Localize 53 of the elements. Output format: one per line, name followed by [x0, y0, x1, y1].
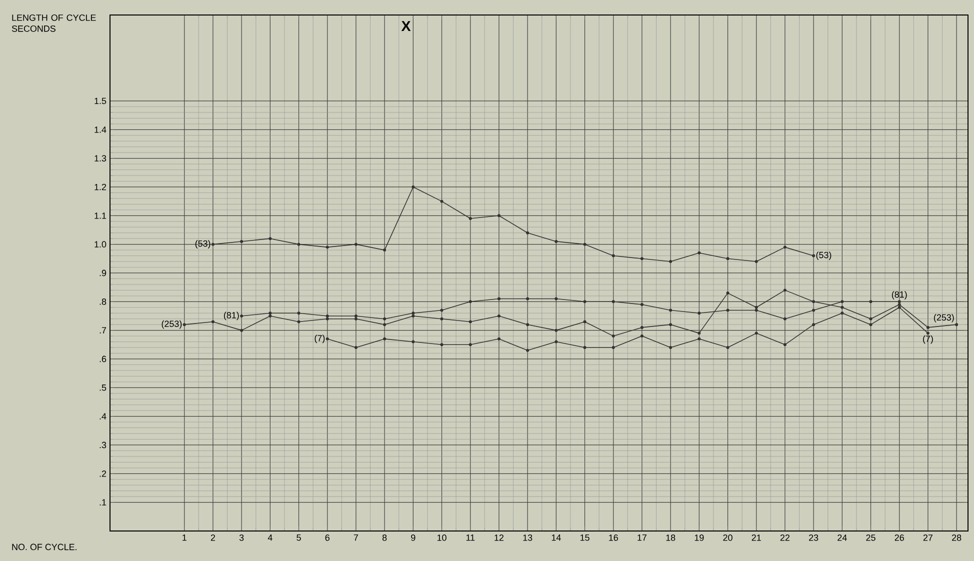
y-axis-title: LENGTH OF CYCLE SECONDS [12, 14, 96, 32]
text: (81) [892, 291, 907, 300]
x-tick-label: 20 [723, 534, 732, 541]
series-label: (81) [224, 312, 239, 320]
x-tick-label: 5 [296, 534, 301, 541]
y-tick-label: .1 [100, 499, 106, 506]
x-tick-label: 7 [354, 534, 358, 541]
y-tick-label: .3 [100, 442, 106, 448]
x-tick-label: 26 [894, 534, 904, 541]
x-tick-label: 24 [838, 534, 847, 541]
x-tick-label: 19 [694, 534, 704, 541]
x-tick-label: 9 [411, 534, 416, 541]
y-tick-label: 1.2 [94, 184, 106, 190]
y-tick-label: 1.5 [94, 98, 106, 104]
x-tick-label: 17 [638, 534, 646, 541]
x-tick-label: 21 [752, 534, 761, 541]
x-tick-label: 6 [325, 534, 330, 541]
y-tick-label: 1.0 [94, 241, 106, 248]
x-axis-title: NO. OF CYCLE. [12, 544, 76, 550]
series-label: (7) [314, 334, 325, 344]
series-label: (253) [162, 320, 182, 329]
text: (253) [934, 314, 954, 322]
y-tick-label: 1.3 [94, 155, 106, 162]
x-tick-label: 22 [780, 534, 790, 541]
x-tick-label: 8 [382, 534, 387, 541]
y-tick-label: .5 [100, 384, 106, 391]
x-tick-label: 15 [580, 534, 590, 541]
x-tick-label: 2 [210, 534, 216, 541]
x-tick-label: 10 [437, 534, 446, 541]
x-tick-label: 1 [182, 534, 186, 541]
y-tick-label: 1.4 [94, 126, 106, 133]
x-tick-label: 28 [952, 534, 962, 541]
x-tick-label: 23 [809, 534, 818, 541]
text: (53) [816, 252, 832, 260]
y-tick-label: .8 [100, 298, 106, 305]
text: (7) [923, 335, 933, 344]
x-tick-label: 18 [666, 534, 676, 541]
annotation: X [401, 21, 411, 31]
x-tick-label: 3 [239, 534, 244, 541]
y-tick-label: 1.1 [94, 212, 106, 219]
x-tick-label: 12 [494, 534, 504, 541]
x-tick-label: 11 [466, 534, 475, 541]
y-tick-label: .2 [100, 470, 106, 477]
x-tick-label: 14 [552, 534, 561, 541]
x-tick-label: 27 [923, 534, 932, 541]
y-tick-label: .6 [100, 356, 106, 362]
x-tick-label: 25 [866, 534, 876, 541]
y-tick-label: .7 [100, 327, 106, 334]
x-tick-label: 13 [523, 534, 532, 541]
x-tick-label: 4 [268, 534, 272, 541]
y-tick-label: .9 [100, 270, 106, 276]
x-tick-label: 16 [609, 534, 618, 541]
y-tick-label: .4 [100, 413, 106, 420]
